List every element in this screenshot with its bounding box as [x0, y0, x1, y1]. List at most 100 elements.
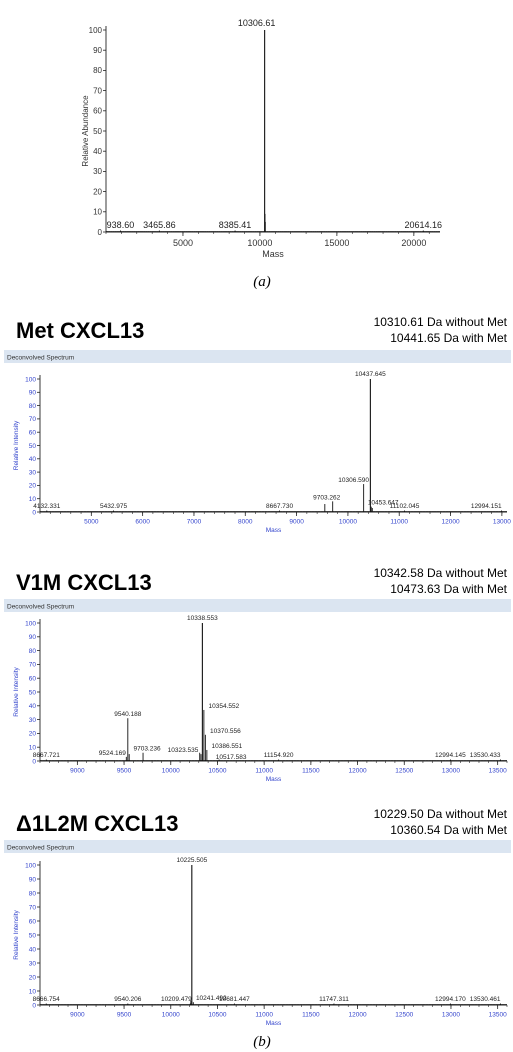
panel-note-v1m-2: 10473.63 Da with Met	[390, 582, 507, 596]
peak-label: 13530.461	[470, 996, 501, 1003]
panel-header-bar	[4, 840, 511, 853]
x-tick-label: 11000	[255, 1012, 273, 1019]
y-tick-label: 30	[29, 960, 37, 967]
y-tick-label: 0	[32, 509, 36, 516]
y-tick-label: 100	[25, 862, 36, 869]
x-tick-label: 12500	[395, 768, 413, 775]
x-tick-label: 12000	[349, 768, 367, 775]
y-tick-label: 50	[29, 443, 37, 450]
panel-header-label: Deconvolved Spectrum	[7, 845, 74, 852]
peak-label: 9524.169	[99, 750, 126, 757]
x-tick-label: 13000	[442, 1012, 460, 1019]
peak-label: 10225.505	[176, 857, 207, 864]
y-tick-label: 70	[29, 416, 37, 423]
y-tick-label: 60	[29, 675, 37, 682]
peak-label: 12994.151	[471, 503, 502, 510]
peak-label: 11102.045	[390, 503, 420, 510]
y-axis-label: Relative Abundance	[81, 95, 90, 167]
y-tick-label: 20	[29, 483, 37, 490]
x-tick-label: 10000	[162, 768, 180, 775]
peak-label: 8666.754	[33, 996, 60, 1003]
x-tick-label: 13000	[442, 768, 460, 775]
x-tick-label: 5000	[84, 519, 99, 526]
y-tick-label: 80	[29, 890, 37, 897]
y-tick-label: 20	[29, 974, 37, 981]
y-axis-label: Relative Intensity	[13, 667, 20, 717]
peak-label: 20614.16	[405, 220, 443, 230]
peak-label: 10241.492	[196, 995, 227, 1002]
y-tick-label: 40	[29, 946, 37, 953]
y-tick-label: 90	[29, 876, 37, 883]
x-tick-label: 10500	[208, 1012, 226, 1019]
peak-label: 10306.590	[338, 477, 369, 484]
peak-label: 4132.331	[33, 503, 60, 510]
y-tick-label: 100	[89, 26, 103, 35]
peak-label: 10370.556	[210, 728, 241, 735]
y-tick-label: 30	[29, 469, 37, 476]
x-tick-label: 12000	[442, 519, 460, 526]
x-tick-label: 8000	[238, 519, 253, 526]
y-tick-label: 10	[29, 988, 37, 995]
peak-label: 10517.583	[216, 754, 247, 761]
panel-header-label: Deconvolved Spectrum	[7, 604, 74, 611]
peak-label: 10681.447	[219, 996, 250, 1003]
peak-label: 10338.553	[187, 615, 218, 622]
peak-label: 9703.262	[313, 494, 340, 501]
panel-title-d1l2m: Δ1L2M CXCL13	[16, 811, 179, 836]
x-tick-label: 13500	[489, 1012, 507, 1019]
y-tick-label: 70	[29, 904, 37, 911]
y-tick-label: 20	[93, 187, 102, 196]
peak-label: 10306.61	[238, 18, 276, 28]
x-tick-label: 11500	[302, 1012, 320, 1019]
panel-note-d1l2m-1: 10229.50 Da without Met	[374, 807, 508, 821]
caption-a: (a)	[253, 274, 271, 290]
y-tick-label: 80	[93, 66, 102, 75]
peak-label: 8385.41	[219, 220, 252, 230]
x-tick-label: 13500	[489, 768, 507, 775]
panel-note-d1l2m-2: 10360.54 Da with Met	[390, 823, 507, 837]
peak-label: 9540.206	[114, 996, 141, 1003]
peak-label: 12994.145	[435, 752, 466, 759]
panel-note-v1m-1: 10342.58 Da without Met	[374, 566, 508, 580]
x-tick-label: 11500	[302, 768, 320, 775]
y-tick-label: 100	[25, 620, 36, 627]
peak-label: 8667.730	[266, 503, 293, 510]
y-tick-label: 90	[29, 634, 37, 641]
peak-label: 938.60	[107, 220, 135, 230]
x-axis-label: Mass	[266, 527, 282, 534]
chart-met: Deconvolved Spectrum 0 10 20 30 40 50 60 70 80 90 1…	[4, 350, 511, 534]
x-tick-label: 10500	[208, 768, 226, 775]
caption-b: (b)	[253, 1034, 271, 1050]
x-tick-label: 9500	[117, 768, 132, 775]
y-tick-label: 0	[32, 1002, 36, 1009]
x-tick-label: 6000	[135, 519, 150, 526]
y-tick-label: 90	[29, 390, 37, 397]
x-tick-label: 10000	[162, 1012, 180, 1019]
y-tick-label: 70	[29, 662, 37, 669]
x-tick-label: 13000	[493, 519, 511, 526]
panel-header-label: Deconvolved Spectrum	[7, 355, 74, 362]
y-tick-label: 50	[29, 932, 37, 939]
y-tick-label: 10	[29, 744, 37, 751]
chart-a: 0 10 20 30 40 50 60 70 80 90 100 5000 10000 15000 2000…	[81, 18, 442, 259]
x-tick-label: 20000	[401, 238, 426, 248]
peak-label: 10437.645	[355, 371, 386, 378]
y-tick-label: 100	[25, 376, 36, 383]
y-tick-label: 0	[32, 758, 36, 765]
y-axis-label: Relative Intensity	[13, 910, 20, 960]
y-tick-label: 80	[29, 403, 37, 410]
x-axis-label: Mass	[266, 1020, 282, 1027]
panel-note-met-1: 10310.61 Da without Met	[374, 315, 508, 329]
y-axis-label: Relative Intensity	[13, 420, 20, 470]
x-tick-label: 9500	[117, 1012, 132, 1019]
peak-label: 8667.721	[33, 752, 60, 759]
x-tick-label: 12500	[395, 1012, 413, 1019]
x-tick-label: 11000	[390, 519, 408, 526]
x-tick-label: 12000	[349, 1012, 367, 1019]
y-tick-label: 10	[93, 208, 102, 217]
x-tick-label: 10000	[247, 238, 272, 248]
y-tick-label: 70	[93, 86, 102, 95]
panel-title-v1m: V1M CXCL13	[16, 570, 152, 595]
panel-title-met: Met CXCL13	[16, 318, 144, 343]
